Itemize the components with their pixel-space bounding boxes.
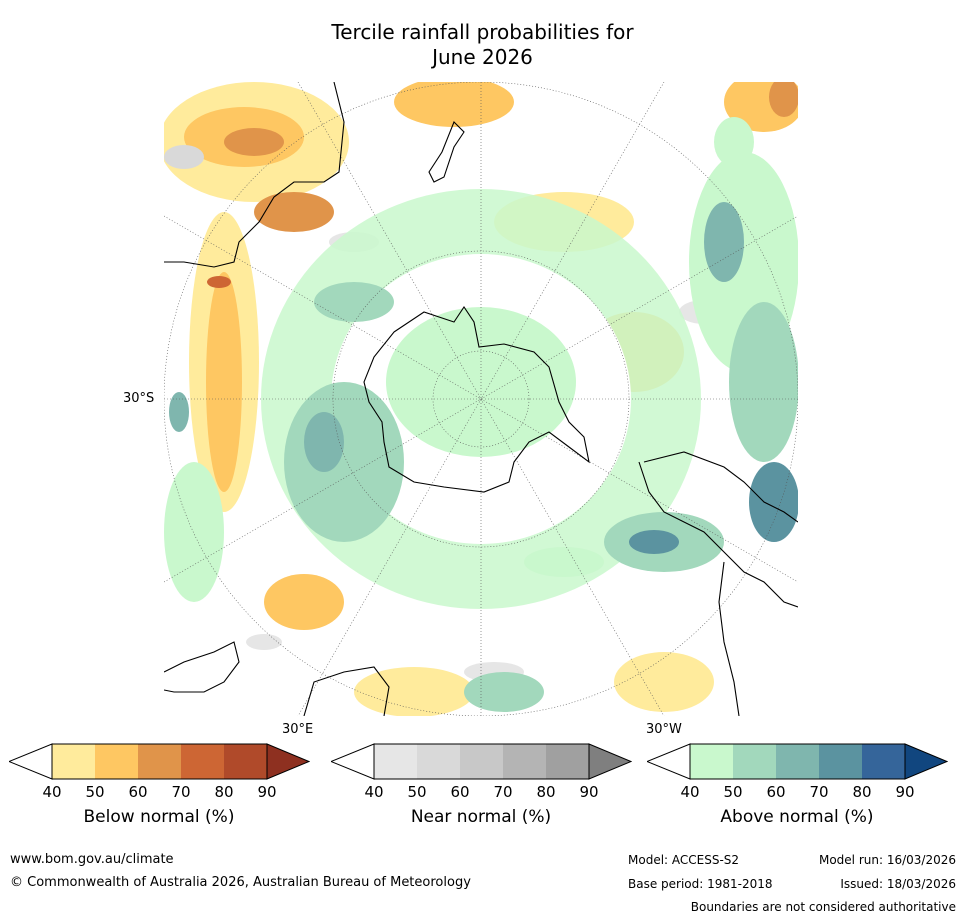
footer-model-run: Model run: 16/03/2026 bbox=[818, 853, 956, 867]
title-line-1: Tercile rainfall probabilities for bbox=[331, 20, 634, 44]
title-line-2: June 2026 bbox=[432, 45, 533, 69]
lon-label-30e: 30°E bbox=[282, 722, 314, 737]
footer-model: Model: ACCESS-S2 bbox=[628, 853, 740, 867]
colorbar-above-normal bbox=[647, 743, 948, 780]
footer-issued: Issued: 18/03/2026 bbox=[840, 877, 956, 891]
map-svg bbox=[164, 82, 798, 716]
graticule bbox=[164, 82, 798, 716]
footer-base-period: Base period: 1981-2018 bbox=[628, 877, 773, 891]
colorbar-below-normal bbox=[9, 743, 310, 780]
cbar-near-label: Near normal (%) bbox=[410, 807, 552, 827]
footer-disclaimer: Boundaries are not considered authoritat… bbox=[690, 900, 956, 914]
lon-label-30w: 30°W bbox=[646, 722, 682, 737]
footer-copyright: © Commonwealth of Australia 2026, Austra… bbox=[10, 875, 471, 890]
cbar-above-label: Above normal (%) bbox=[720, 807, 874, 827]
cbar-below-label: Below normal (%) bbox=[83, 807, 235, 827]
cbar-below-arrow-low bbox=[9, 743, 53, 780]
map-panel[interactable] bbox=[164, 82, 798, 716]
map-title: Tercile rainfall probabilities for June … bbox=[0, 20, 965, 70]
colorbar-near-normal bbox=[331, 743, 632, 780]
footer-url[interactable]: www.bom.gov.au/climate bbox=[10, 852, 174, 867]
coastlines bbox=[164, 82, 798, 716]
lat-label-30s: 30°S bbox=[123, 391, 155, 406]
